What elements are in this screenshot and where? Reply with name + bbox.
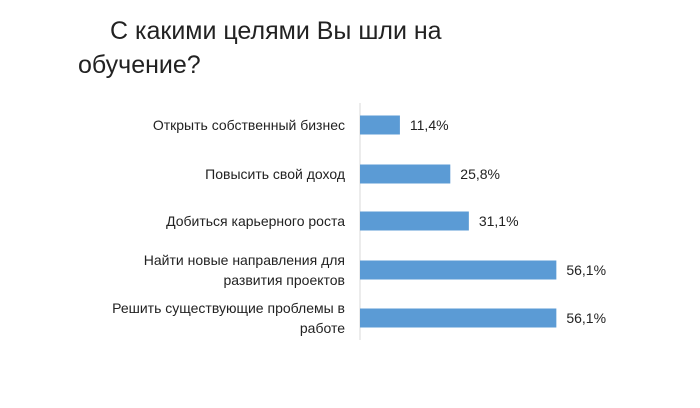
data-label: 11,4% xyxy=(410,117,449,133)
bar xyxy=(360,115,400,135)
chart-title: С какими целями Вы шли на обучение? xyxy=(78,17,442,79)
bar xyxy=(360,164,451,184)
category-label: Найти новые направления для развития прое… xyxy=(144,252,345,288)
data-label: 25,8% xyxy=(460,166,500,182)
bar xyxy=(360,211,469,231)
bar xyxy=(360,308,557,328)
category-label: Добиться карьерного роста xyxy=(166,213,345,229)
category-label: Решить существующие проблемы в работе xyxy=(112,300,345,336)
bar xyxy=(360,260,557,280)
data-label: 56,1% xyxy=(566,262,606,278)
data-label: 31,1% xyxy=(479,213,519,229)
category-label: Повысить свой доход xyxy=(205,166,345,182)
data-label: 56,1% xyxy=(566,310,606,326)
category-label: Открыть собственный бизнес xyxy=(153,117,345,133)
